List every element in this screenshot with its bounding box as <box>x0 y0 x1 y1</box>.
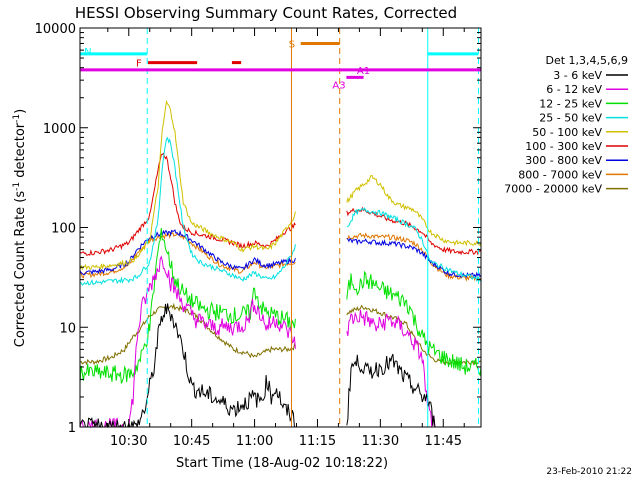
x-axis-label: Start Time (18-Aug-02 10:18:22) <box>176 456 388 471</box>
x-tick-label-3: 11:15 <box>299 434 336 449</box>
series-line-3 <box>80 136 482 286</box>
legend-label-2: 12 - 25 keV <box>539 97 602 110</box>
plot-area: N F S A1 A3 <box>79 28 482 429</box>
series-line-4 <box>79 99 482 271</box>
x-tick-label-4: 11:30 <box>362 434 399 449</box>
x-tick-label-1: 10:45 <box>173 434 210 449</box>
footer-date: 23-Feb-2010 21:22 <box>546 467 632 477</box>
legend-label-0: 3 - 6 keV <box>553 69 602 82</box>
y-axis-label: Corrected Count Rate (s-1 detector-1) <box>12 109 28 347</box>
y-tick-label-0: 1 <box>68 421 76 436</box>
series-line-6 <box>79 229 482 279</box>
series-line-2 <box>79 227 482 384</box>
series-line-7 <box>79 231 482 282</box>
flag-label-S: S <box>289 39 295 50</box>
y-tick-label-1: 10 <box>59 321 76 336</box>
series-line-5 <box>79 152 482 256</box>
series-line-1 <box>79 255 436 429</box>
x-tick-label-0: 10:30 <box>110 434 147 449</box>
plot-frame <box>79 27 482 428</box>
legend-title: Det 1,3,4,5,6,9 <box>545 54 628 67</box>
legend-label-7: 800 - 7000 keV <box>518 168 602 181</box>
flag-label-N: N <box>84 47 91 58</box>
legend-label-4: 50 - 100 keV <box>532 126 602 139</box>
y-tick-label-4: 10000 <box>35 22 76 37</box>
flag-label-F: F <box>136 59 142 70</box>
x-tick-label-5: 11:45 <box>425 434 462 449</box>
y-tick-label-2: 100 <box>51 222 76 237</box>
legend-label-1: 6 - 12 keV <box>546 83 602 96</box>
legend-label-3: 25 - 50 keV <box>539 112 602 125</box>
axes: 10:30 10:45 11:00 11:15 11:30 11:45 1 10 100 1000… <box>35 22 482 449</box>
legend-label-6: 300 - 800 keV <box>525 154 602 167</box>
y-tick-label-3: 1000 <box>43 122 76 137</box>
legend-label-5: 100 - 300 keV <box>525 140 602 153</box>
x-tick-label-2: 11:00 <box>236 434 273 449</box>
chart-title: HESSI Observing Summary Count Rates, Cor… <box>75 4 457 22</box>
flag-label-A3: A3 <box>332 80 345 91</box>
series-line-0 <box>79 303 436 429</box>
flag-label-A1: A1 <box>357 66 370 77</box>
legend-label-8: 7000 - 20000 keV <box>504 183 602 196</box>
